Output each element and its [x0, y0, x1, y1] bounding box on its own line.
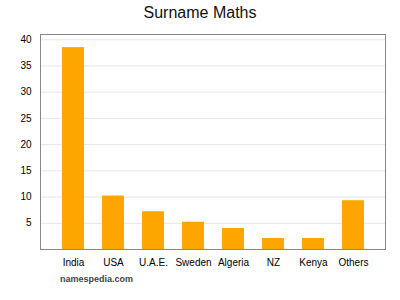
svg-text:5: 5 — [26, 217, 32, 228]
html-text:namespedia.com: namespedia.com — [60, 274, 133, 284]
html-text:Surname Maths: Surname Maths — [143, 4, 257, 21]
svg-text:30: 30 — [20, 86, 32, 97]
svg-text:25: 25 — [20, 113, 32, 124]
svg-text:NZ: NZ — [267, 257, 280, 268]
svg-text:35: 35 — [20, 60, 32, 71]
svg-text:20: 20 — [20, 139, 32, 150]
svg-text:Algeria: Algeria — [218, 257, 250, 268]
svg-text:Sweden: Sweden — [175, 257, 211, 268]
svg-text:USA: USA — [103, 257, 124, 268]
svg-text:10: 10 — [20, 191, 32, 202]
svg-text:India: India — [63, 257, 85, 268]
svg-text:U.A.E.: U.A.E. — [139, 257, 168, 268]
svg-text:40: 40 — [20, 34, 32, 45]
svg-text:Kenya: Kenya — [299, 257, 328, 268]
svg-text:Others: Others — [338, 257, 368, 268]
svg-text:15: 15 — [20, 165, 32, 176]
